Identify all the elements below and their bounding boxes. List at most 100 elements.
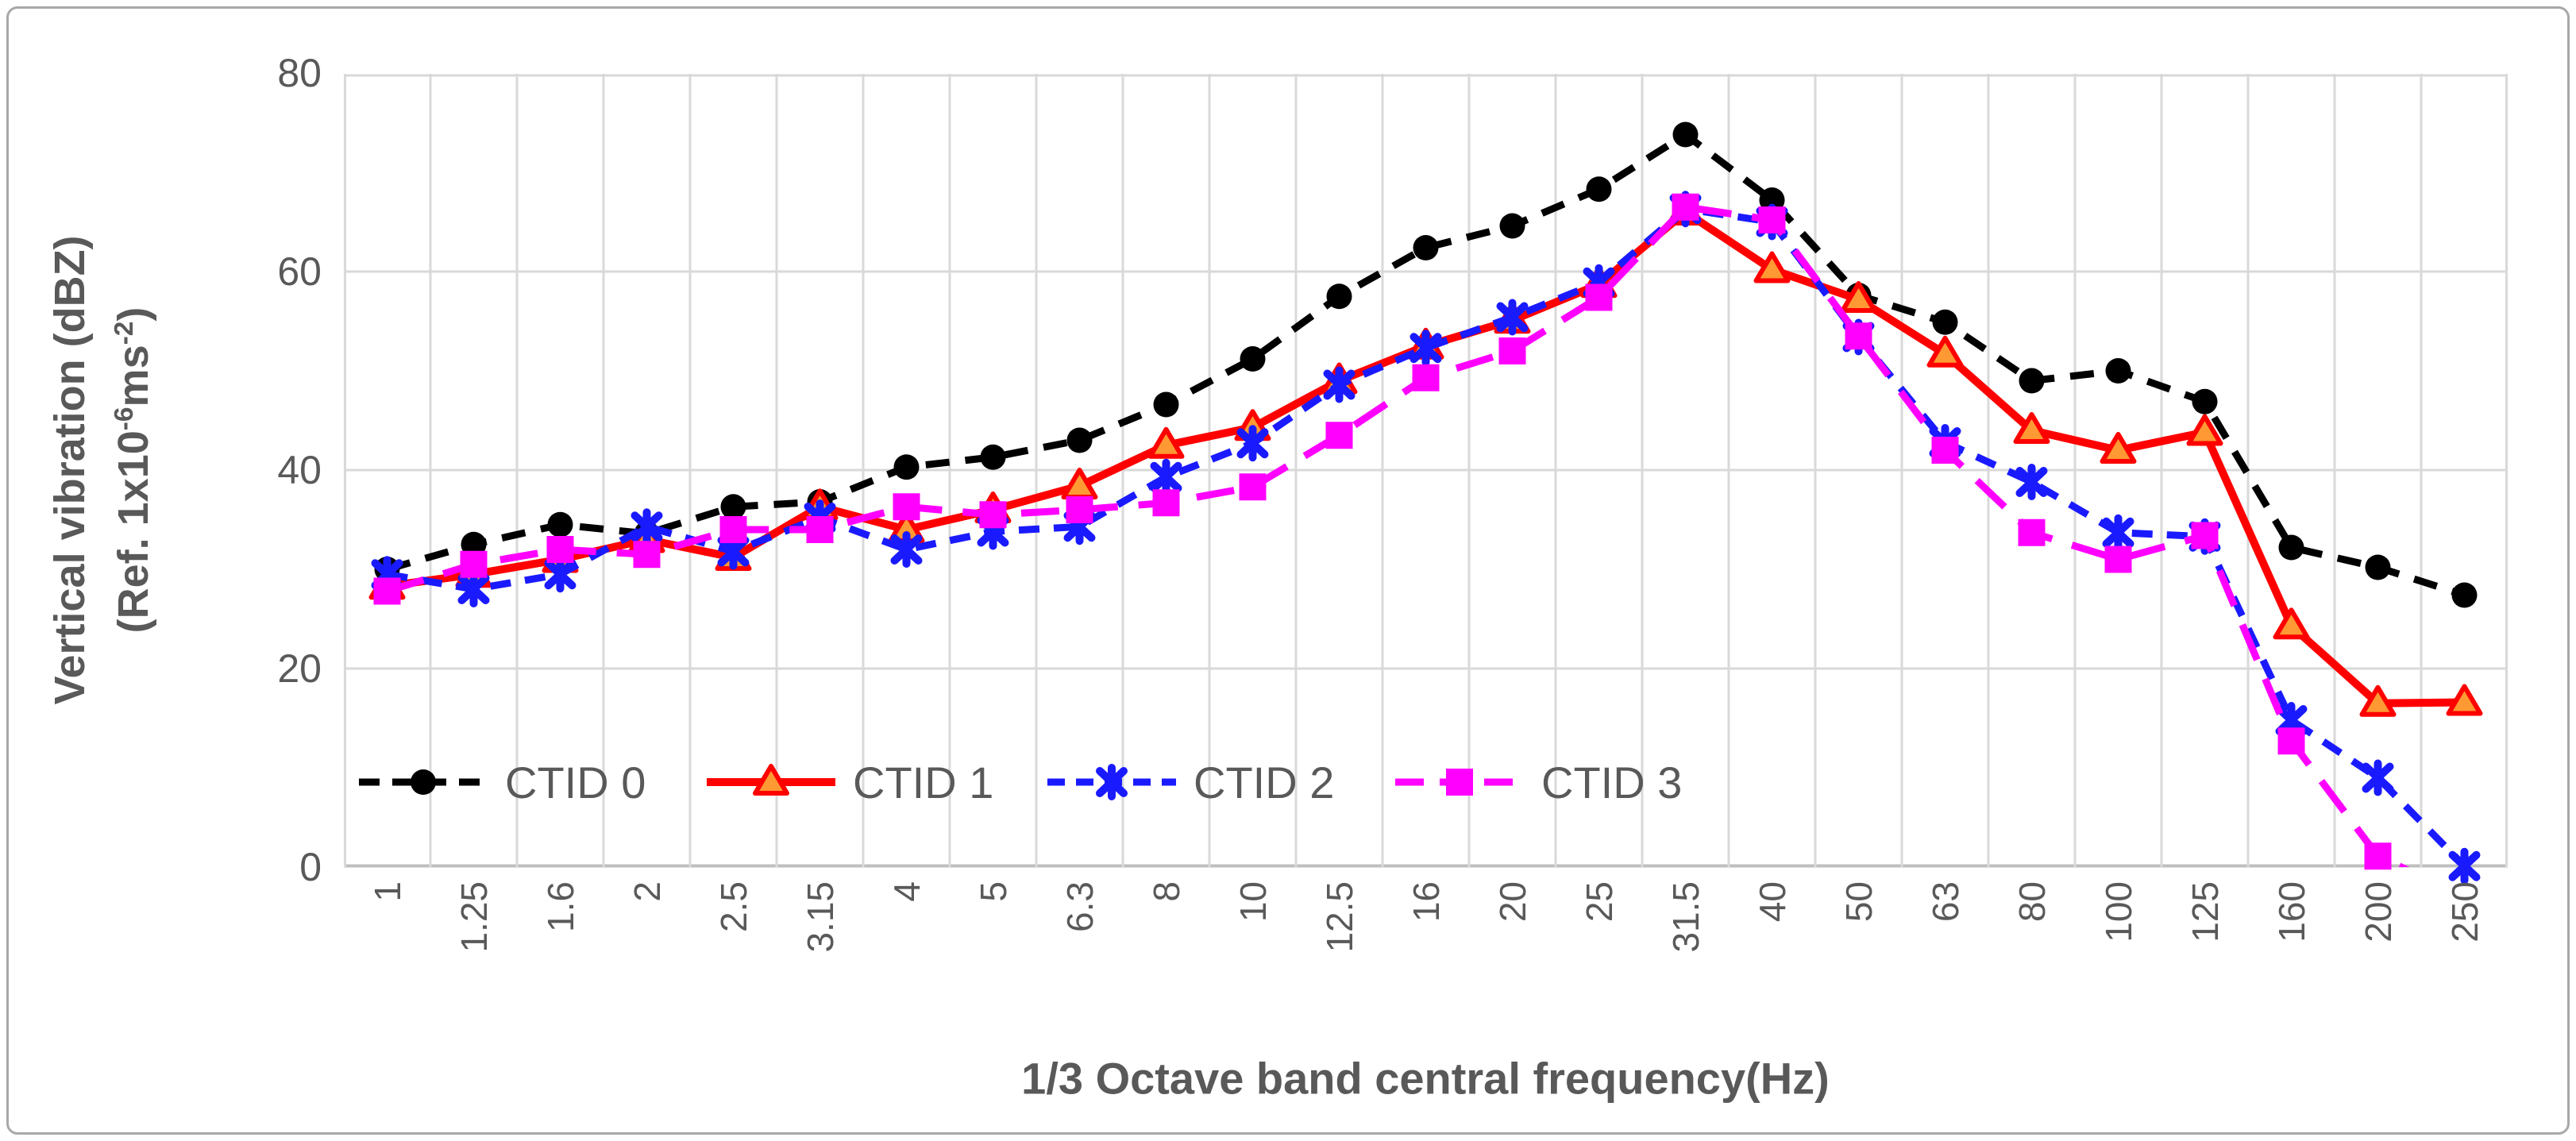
- ctid-3-marker: [806, 516, 834, 543]
- ctid-3-marker: [893, 493, 920, 521]
- legend-label-ctid-1: CTID 1: [853, 757, 994, 808]
- x-tick-label-4: 4: [885, 881, 927, 902]
- ctid-2-marker: [2448, 847, 2481, 885]
- ctid-0-marker: [2451, 582, 2478, 608]
- legend-item-ctid-3: CTID 3: [1392, 753, 1682, 811]
- x-tick-label-1.25: 1.25: [453, 881, 495, 953]
- ctid-2-marker: [2102, 514, 2134, 551]
- y-tick-label-80: 80: [277, 51, 322, 95]
- ctid-2-marker: [631, 508, 663, 545]
- legend-swatch-ctid-1-icon: [707, 764, 835, 796]
- x-tick-label-2.5: 2.5: [712, 881, 754, 932]
- ctid-0-marker: [547, 511, 573, 538]
- ctid-3-marker: [1446, 769, 1473, 796]
- y-axis-title-superscript: -2: [110, 321, 139, 345]
- x-tick-label-2: 2: [626, 881, 668, 902]
- ctid-0-marker: [2105, 358, 2131, 384]
- x-tick-label-31.5: 31.5: [1664, 881, 1706, 953]
- ctid-3-marker: [2277, 727, 2305, 755]
- x-tick-label-1: 1: [366, 881, 408, 902]
- x-tick-label-12.5: 12.5: [1318, 881, 1360, 953]
- ctid-0-marker: [980, 444, 1006, 470]
- ctid-0-marker: [1066, 427, 1093, 453]
- x-tick-label-5: 5: [972, 881, 1014, 902]
- figure-border: [6, 6, 2570, 1135]
- ctid-0-marker: [1586, 176, 1612, 202]
- ctid-3-marker: [1412, 364, 1440, 391]
- x-tick-label-80: 80: [2011, 881, 2053, 923]
- ctid-2-marker: [544, 556, 577, 593]
- ctid-3-marker: [373, 577, 401, 605]
- ctid-3-marker: [1239, 473, 1267, 501]
- ctid-1-marker: [1753, 251, 1791, 283]
- x-tick-label-3.15: 3.15: [799, 881, 841, 953]
- ctid-3-marker: [1758, 206, 1786, 233]
- ctid-3-marker: [1845, 322, 1872, 350]
- ctid-0-marker: [1240, 346, 1266, 372]
- x-tick-label-1.6: 1.6: [539, 881, 581, 932]
- y-axis-title-text: ): [110, 306, 157, 322]
- ctid-1-marker: [753, 764, 789, 796]
- ctid-2-marker: [1096, 764, 1128, 800]
- ctid-1-marker: [2186, 414, 2223, 446]
- ctid-3-marker: [1325, 422, 1353, 449]
- y-tick-label-40: 40: [277, 448, 322, 492]
- ctid-3-marker: [719, 516, 747, 543]
- legend-label-ctid-2: CTID 2: [1194, 757, 1335, 808]
- ctid-1-marker: [2013, 412, 2050, 444]
- ctid-1-marker: [2359, 684, 2397, 717]
- x-tick-label-200: 200: [2357, 881, 2399, 942]
- ctid-3-marker: [979, 501, 1007, 529]
- ctid-1-marker: [2273, 607, 2310, 640]
- x-tick-label-10: 10: [1232, 881, 1274, 923]
- ctid-0-marker: [2192, 388, 2218, 414]
- y-tick-label-0: 0: [299, 845, 322, 889]
- x-tick-label-100: 100: [2097, 881, 2139, 942]
- legend-swatch-ctid-0-icon: [359, 769, 488, 795]
- x-tick-label-6.3: 6.3: [1059, 881, 1101, 932]
- x-tick-label-63: 63: [1924, 881, 1966, 923]
- ctid-0-marker: [2278, 534, 2304, 561]
- ctid-0-marker: [720, 494, 746, 520]
- ctid-0-marker: [1672, 121, 1699, 148]
- x-tick-label-8: 8: [1145, 881, 1187, 902]
- ctid-0-marker: [411, 769, 436, 795]
- ctid-2-marker: [457, 571, 490, 607]
- ctid-0-marker: [1413, 235, 1439, 260]
- x-tick-label-40: 40: [1751, 881, 1793, 923]
- y-tick-label-60: 60: [277, 249, 322, 294]
- ctid-2-marker: [1409, 330, 1442, 367]
- x-tick-label-250: 250: [2443, 881, 2485, 942]
- ctid-1-marker: [1840, 281, 1877, 313]
- ctid-2-marker: [890, 531, 923, 568]
- legend-swatch-ctid-2-icon: [1047, 764, 1176, 800]
- legend-item-ctid-0: CTID 0: [356, 753, 646, 811]
- ctid-0-marker: [2019, 368, 2045, 394]
- x-tick-label-25: 25: [1578, 881, 1620, 923]
- ctid-2-marker: [1323, 366, 1355, 403]
- ctid-2-marker: [1150, 458, 1182, 495]
- ctid-3-marker: [1585, 283, 1613, 311]
- ctid-2-marker: [2362, 759, 2394, 796]
- y-axis-title-text: ms: [110, 345, 157, 407]
- ctid-1-marker: [2100, 432, 2137, 464]
- ctid-3-marker: [1931, 437, 1959, 464]
- x-tick-label-20: 20: [1491, 881, 1533, 923]
- y-tick-label-20: 20: [277, 646, 322, 691]
- ctid-3-marker: [2191, 522, 2219, 549]
- series-line-ctid-1: [386, 206, 2465, 707]
- legend-item-ctid-2: CTID 2: [1044, 753, 1334, 811]
- legend-label-ctid-0: CTID 0: [505, 757, 646, 808]
- ctid-0-marker: [893, 454, 920, 480]
- x-tick-label-125: 125: [2184, 881, 2226, 942]
- legend-label-ctid-3: CTID 3: [1541, 757, 1683, 808]
- ctid-3-marker: [2018, 518, 2046, 546]
- y-axis-title-line1: Vertical vibration (dBZ): [46, 235, 94, 705]
- ctid-3-marker: [2104, 545, 2132, 573]
- chart-canvas: [344, 74, 2508, 885]
- ctid-1-marker: [1926, 335, 1964, 368]
- ctid-3-marker: [460, 550, 488, 578]
- ctid-0-marker: [2365, 554, 2391, 580]
- ctid-3-marker: [1152, 489, 1180, 517]
